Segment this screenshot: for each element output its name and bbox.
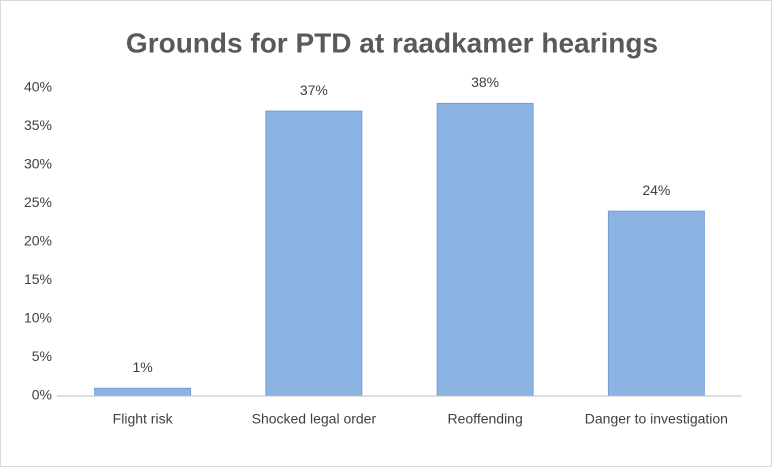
bar bbox=[94, 387, 192, 397]
bar bbox=[607, 210, 705, 397]
y-tick-label: 15% bbox=[24, 271, 52, 287]
y-tick-label: 40% bbox=[24, 79, 52, 95]
data-label: 38% bbox=[471, 74, 499, 90]
x-tick-label: Danger to investigation bbox=[585, 411, 728, 427]
y-tick-label: 35% bbox=[24, 117, 52, 133]
y-tick-label: 5% bbox=[32, 348, 52, 364]
data-label: 24% bbox=[642, 182, 670, 198]
y-tick-label: 30% bbox=[24, 156, 52, 172]
x-tick-label: Reoffending bbox=[448, 411, 523, 427]
y-tick-label: 0% bbox=[32, 387, 52, 403]
x-tick-label: Shocked legal order bbox=[252, 411, 377, 427]
y-tick-label: 10% bbox=[24, 310, 52, 326]
chart-title: Grounds for PTD at raadkamer hearings bbox=[126, 27, 658, 58]
data-label: 37% bbox=[300, 82, 328, 98]
data-label: 1% bbox=[133, 359, 153, 375]
bar bbox=[436, 102, 534, 397]
y-tick-label: 20% bbox=[24, 233, 52, 249]
x-tick-label: Flight risk bbox=[113, 411, 174, 427]
bar bbox=[265, 110, 363, 397]
y-tick-label: 25% bbox=[24, 194, 52, 210]
